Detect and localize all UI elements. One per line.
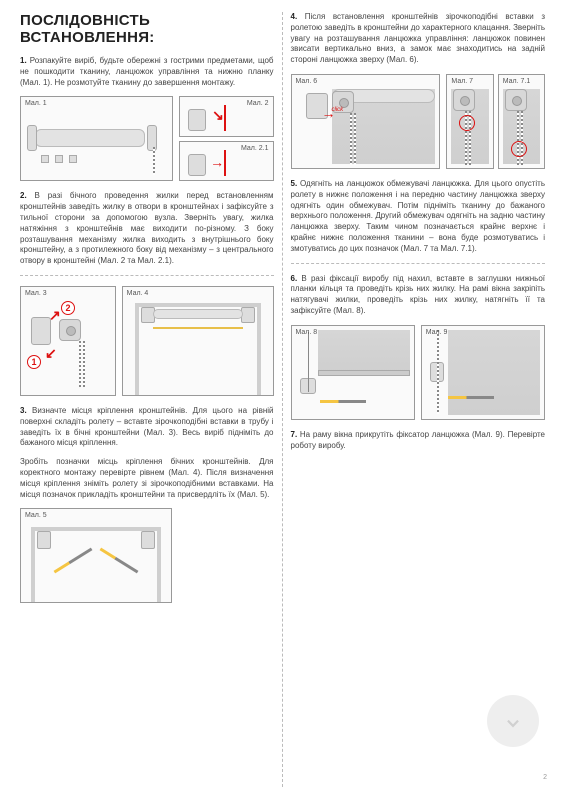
figure-4: Мал. 4 [122, 286, 274, 396]
divider-2 [291, 263, 546, 264]
para-3a: 3. Визначте місця кріплення кронштейнів.… [20, 406, 274, 449]
click-label: click [332, 107, 344, 113]
figure-8: Мал. 8 [291, 325, 415, 420]
fig-row-1: Мал. 1 Мал. 2 ↘ Мал. 2.1 [20, 96, 274, 181]
fig-label-6: Мал. 6 [296, 78, 318, 85]
figure-6: Мал. 6 → click [291, 74, 441, 169]
para-2: 2. В разі бічного проведення жилки перед… [20, 191, 274, 267]
fig-label-8: Мал. 8 [296, 329, 318, 336]
figure-2-1: Мал. 2.1 → [179, 141, 273, 182]
fig-row-5: Мал. 8 Мал. 9 [291, 325, 546, 420]
para-1: 1. Розпакуйте виріб, будьте обережні з г… [20, 56, 274, 88]
watermark-icon [487, 695, 539, 747]
para-7: 7. На раму вікна прикрутіть фіксатор лан… [291, 430, 546, 452]
figure-7: Мал. 7 [446, 74, 493, 169]
figure-2: Мал. 2 ↘ [179, 96, 273, 137]
figure-5: Мал. 5 [20, 508, 172, 603]
fig-row-3: Мал. 5 [20, 508, 274, 603]
fig-row-4: Мал. 6 → click Мал. 7 [291, 74, 546, 169]
fig-label-71: Мал. 7.1 [503, 78, 531, 85]
figure-1: Мал. 1 [20, 96, 173, 181]
fig-label-21: Мал. 2.1 [241, 145, 269, 152]
para-5: 5. Одягніть на ланцюжок обмежувачі ланцю… [291, 179, 546, 255]
figure-7-1: Мал. 7.1 [498, 74, 545, 169]
fig-label-7: Мал. 7 [451, 78, 473, 85]
fig-label-5: Мал. 5 [25, 512, 47, 519]
page-number: 2 [543, 774, 547, 781]
page-title: ПОСЛІДОВНІСТЬ ВСТАНОВЛЕННЯ: [20, 12, 274, 46]
para-4: 4. Після встановлення кронштейнів зірочк… [291, 12, 546, 66]
para-6: 6. В разі фіксації виробу під нахил, вст… [291, 274, 546, 317]
fig-label-9: Мал. 9 [426, 329, 448, 336]
fig-label-4: Мал. 4 [127, 290, 149, 297]
divider-1 [20, 275, 274, 276]
figure-3: Мал. 3 ↗ ↙ 1 2 [20, 286, 116, 396]
figure-9: Мал. 9 [421, 325, 545, 420]
fig-row-2: Мал. 3 ↗ ↙ 1 2 Мал. 4 [20, 286, 274, 396]
fig-label-3: Мал. 3 [25, 290, 47, 297]
fig-label-1: Мал. 1 [25, 100, 47, 107]
fig-label-2: Мал. 2 [247, 100, 269, 107]
para-3b: Зробіть позначки місць кріплення бічних … [20, 457, 274, 500]
